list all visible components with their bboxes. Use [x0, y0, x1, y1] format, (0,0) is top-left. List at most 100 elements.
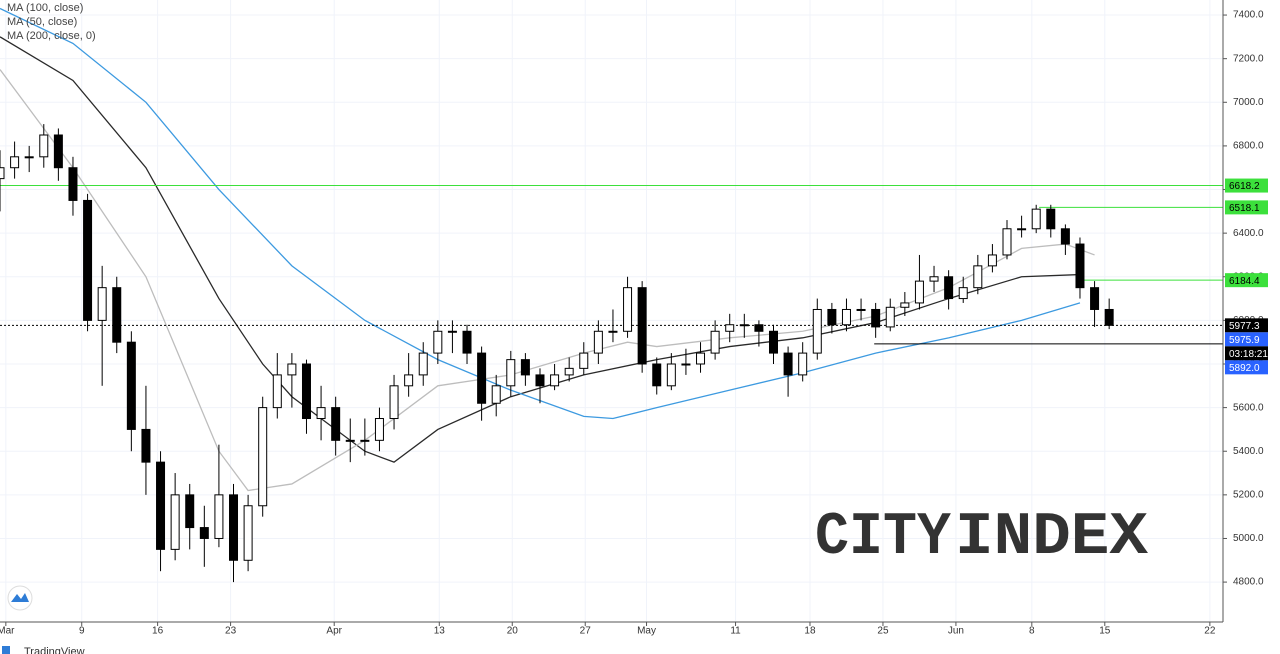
candle-body — [156, 461, 166, 550]
candle-body — [185, 494, 195, 529]
candle-body — [914, 280, 924, 304]
candle-body — [97, 287, 107, 321]
candle-body — [929, 276, 939, 282]
candle-body — [987, 254, 997, 267]
candle-body — [944, 276, 954, 300]
candle-body — [900, 302, 910, 308]
x-tick-label: 11 — [730, 626, 741, 637]
x-tick-label: 23 — [225, 626, 237, 637]
y-tick-label: 7200.0 — [1233, 53, 1264, 64]
candle-body — [491, 385, 501, 404]
candle-body — [272, 374, 282, 409]
candle-body — [637, 287, 647, 365]
y-tick-label: 5600.0 — [1233, 402, 1264, 413]
x-tick-label: 15 — [1099, 626, 1111, 637]
candle-body — [1046, 208, 1056, 230]
price-label-box — [1225, 273, 1268, 288]
candle-body — [666, 363, 676, 387]
candle-body — [579, 352, 589, 369]
y-tick-label: 5000.0 — [1233, 533, 1264, 544]
x-tick-label: 25 — [877, 626, 889, 637]
candle-body — [608, 330, 618, 333]
candle-body — [958, 287, 968, 300]
candle-body — [360, 439, 370, 442]
price-label-box — [1225, 332, 1268, 347]
candle-body — [112, 287, 122, 343]
candle-body — [754, 324, 764, 332]
x-tick-label: 22 — [1204, 626, 1216, 637]
y-tick-label: 4800.0 — [1233, 577, 1264, 588]
candle-body — [418, 352, 428, 376]
candle-body — [462, 330, 472, 354]
price-label: 6184.4 — [1229, 276, 1260, 287]
ma-line — [0, 7, 1081, 420]
x-tick-label: May — [637, 626, 656, 637]
footer: TradingView — [24, 646, 85, 654]
y-tick-label: 7400.0 — [1233, 10, 1264, 21]
candle-body — [564, 367, 574, 376]
price-label-box — [1225, 318, 1268, 333]
candle-body — [725, 324, 735, 332]
x-tick-label: Mar — [0, 626, 15, 637]
price-label-box — [1225, 200, 1268, 215]
candle-body — [841, 308, 851, 326]
candle-body — [681, 363, 691, 366]
candle-body — [389, 385, 399, 420]
candle-body — [0, 167, 5, 180]
candle-body — [447, 330, 457, 333]
y-tick-label: 5400.0 — [1233, 446, 1264, 457]
candle-body — [433, 330, 443, 354]
x-tick-label: 20 — [507, 626, 519, 637]
candle-body — [550, 374, 560, 387]
candle-body — [535, 374, 545, 387]
price-label-box — [1225, 178, 1268, 193]
y-tick-label: 6400.0 — [1233, 228, 1264, 239]
candle-body — [973, 265, 983, 289]
candle-body — [1075, 243, 1085, 289]
y-tick-label: 5200.0 — [1233, 489, 1264, 500]
x-tick-label: 13 — [434, 626, 446, 637]
price-label: 5977.3 — [1229, 321, 1260, 332]
price-label-box — [1225, 360, 1268, 375]
candle-body — [126, 341, 136, 430]
x-tick-label: 9 — [79, 626, 85, 637]
candle-body — [68, 167, 78, 201]
candle-body — [506, 359, 516, 387]
candle-body — [258, 407, 268, 507]
candle-body — [652, 363, 662, 387]
candle-body — [214, 494, 224, 539]
price-label: 6618.2 — [1229, 181, 1260, 192]
x-tick-label: Apr — [326, 626, 342, 637]
candle-body — [243, 505, 253, 561]
candle-body — [24, 156, 34, 159]
candle-body — [374, 418, 384, 441]
candle-body — [477, 352, 487, 404]
price-label: 6518.1 — [1229, 203, 1260, 214]
candle-body — [768, 330, 778, 354]
candle-body — [812, 308, 822, 354]
price-label-box — [1225, 346, 1268, 361]
candle-body — [39, 134, 49, 158]
candle-body — [885, 306, 895, 328]
candle-body — [53, 134, 63, 169]
candle-body — [856, 308, 866, 311]
candle-body — [1017, 228, 1027, 231]
x-tick-label: 8 — [1029, 626, 1035, 637]
candle-body — [170, 494, 180, 550]
plot — [0, 7, 1223, 583]
x-tick-label: Jun — [948, 626, 964, 637]
candle-body — [623, 287, 633, 332]
logo — [7, 585, 33, 611]
x-tick-label: 18 — [804, 626, 816, 637]
price-label: 5975.9 — [1229, 335, 1260, 346]
price-label: 5892.0 — [1229, 363, 1260, 374]
candle-body — [739, 324, 749, 327]
legend-entry: MA (200, close, 0) — [7, 30, 96, 42]
y-tick-label: 7000.0 — [1233, 97, 1264, 108]
candle-body — [10, 156, 20, 169]
candle-body — [83, 199, 93, 321]
candle-body — [199, 527, 209, 539]
candle-body — [593, 330, 603, 354]
